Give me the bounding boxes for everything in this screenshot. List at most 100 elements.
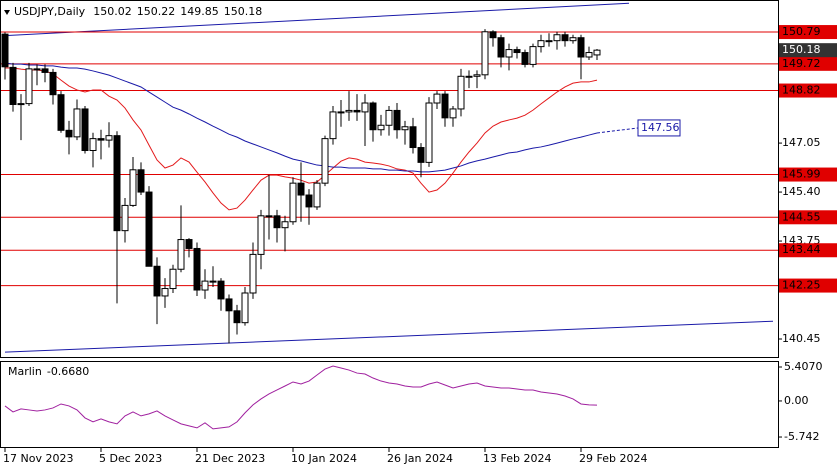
candle-body [409, 126, 417, 149]
candle-body [305, 194, 313, 208]
candle-body [585, 52, 593, 58]
indicator-tick-label: 5.4070 [784, 360, 823, 373]
axis-layer: 140.45143.75145.40147.05150.79149.72148.… [3, 25, 837, 465]
level-box [779, 243, 837, 258]
candle-body [497, 37, 505, 58]
candle-body [321, 138, 329, 184]
candle-body [489, 31, 497, 39]
candle-body [129, 169, 137, 206]
candle-body [193, 247, 201, 291]
candle-body [521, 52, 529, 65]
candle-body [369, 102, 377, 131]
y-tick-label: 140.45 [782, 332, 821, 345]
candle-body [17, 103, 25, 106]
level-label: 149.72 [782, 57, 821, 70]
candle-body [41, 68, 49, 73]
projection-label: 147.56 [641, 121, 680, 134]
candle-body [9, 66, 17, 105]
candle-body [137, 169, 145, 193]
header-quote: 150.18 [224, 5, 263, 18]
candle-body [553, 34, 561, 42]
level-label: 142.25 [782, 279, 821, 292]
level-label: 150.79 [782, 25, 821, 38]
level-box [779, 83, 837, 98]
candle-body [273, 215, 281, 229]
candle-body [441, 93, 449, 119]
indicator-line [4, 365, 598, 430]
x-tick-label: 5 Dec 2023 [99, 452, 162, 465]
main-layer: 147.56 USDJPY,Daily 150.02 150.22 149.85 150.… [1, 2, 778, 430]
candle-body [241, 292, 249, 324]
candle-body [393, 109, 401, 131]
candle-body [233, 310, 241, 324]
candle-body [25, 68, 33, 105]
candle-body [425, 102, 433, 163]
candle-body [337, 111, 345, 114]
header-quote: 150.02 [93, 5, 132, 18]
candle-body [433, 93, 441, 104]
candle-body [561, 34, 569, 42]
candle-body [345, 109, 353, 113]
price-label: 150.18 [782, 43, 821, 56]
candle-body [217, 280, 225, 300]
x-tick-label: 17 Nov 2023 [3, 452, 73, 465]
candle-body [353, 109, 361, 113]
candle-body [97, 138, 105, 141]
candle-body [377, 124, 385, 131]
candle-body [449, 108, 457, 119]
header-quote: 150.22 [137, 5, 176, 18]
candle-body [89, 138, 97, 152]
candle-body [297, 182, 305, 196]
candle-body [329, 111, 337, 140]
candle-body [249, 253, 257, 294]
candle-body [569, 37, 577, 42]
candle-body [169, 268, 177, 290]
header-quote: 149.85 [180, 5, 219, 18]
candle-body [545, 40, 553, 43]
projection-line [596, 127, 639, 134]
candle-body [49, 71, 57, 96]
candle-body [65, 129, 73, 138]
candle-body [593, 49, 601, 56]
level-box [779, 167, 837, 182]
trendline [4, 320, 774, 353]
candle-body [289, 182, 297, 223]
candle-body [185, 239, 193, 249]
plot: 147.56 [1, 2, 778, 353]
level-label: 145.99 [782, 168, 821, 181]
level-label: 144.55 [782, 210, 821, 223]
candle-body [281, 221, 289, 229]
indicator-tick-label: 0.00 [784, 394, 809, 407]
x-tick-label: 13 Feb 2024 [483, 452, 551, 465]
candle-body [537, 40, 545, 48]
candle-body [465, 75, 473, 78]
header-icon [4, 10, 10, 15]
candle-body [153, 265, 161, 297]
candle-body [385, 109, 393, 126]
level-box [779, 210, 837, 225]
y-tick-label: 147.05 [782, 136, 821, 149]
level-box [779, 25, 837, 40]
candle-body [105, 135, 113, 141]
candle-body [81, 108, 89, 152]
candle-body [513, 49, 521, 54]
candle-body [177, 239, 185, 270]
projection-box [637, 119, 681, 137]
indicator-value: -0.6680 [47, 365, 89, 378]
chart-title: USDJPY,Daily [14, 5, 86, 18]
indicator-tick-label: -5.742 [784, 430, 819, 443]
candle-body [265, 215, 273, 218]
candle-body [57, 94, 65, 131]
candle-body [577, 37, 585, 58]
level-box [779, 56, 837, 71]
candle-body [161, 288, 169, 297]
candle-body [225, 298, 233, 312]
indicator-panel [0, 361, 779, 448]
candle-body [201, 280, 209, 291]
price-box [779, 43, 837, 58]
candle-body [361, 102, 369, 113]
x-tick-label: 26 Jan 2024 [387, 452, 453, 465]
candle-body [481, 31, 489, 76]
